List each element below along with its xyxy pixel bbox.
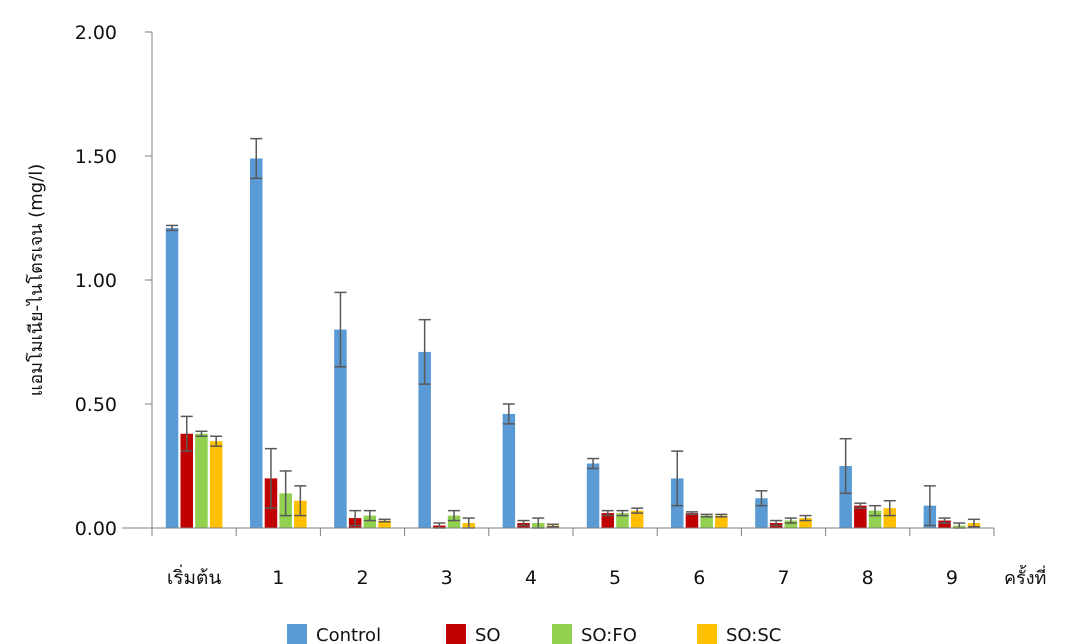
bar-so-fo	[195, 433, 208, 528]
x-tick-label: 9	[946, 567, 958, 589]
bar-so-fo	[616, 513, 629, 528]
bar-so	[938, 520, 951, 528]
x-tick-label: 5	[609, 567, 621, 589]
legend-swatch	[287, 624, 307, 644]
bar-so-fo	[363, 515, 377, 528]
x-tick-label: 8	[862, 567, 874, 589]
bar-so-fo	[784, 520, 798, 528]
bar-so-sc	[715, 515, 728, 528]
y-axis-ticks: 0.00 0.50 1.00 1.50 2.00	[75, 22, 152, 540]
x-tick-label: 1	[272, 567, 284, 589]
x-axis-ticks: เริ่มต้น 1 2 3 4 5 6 7 8 9	[151, 528, 995, 589]
x-tick-label: เริ่มต้น	[167, 564, 222, 589]
error-bars	[166, 137, 980, 529]
bars	[165, 158, 981, 529]
x-tick-label: 4	[525, 567, 537, 589]
bar-control	[418, 351, 431, 528]
legend-swatch	[446, 624, 466, 644]
x-tick-label: 3	[441, 567, 453, 589]
x-axis-title: ครั้งที่	[1004, 565, 1046, 589]
bar-control	[586, 463, 600, 528]
axes	[122, 32, 994, 529]
legend-label: SO	[475, 625, 501, 644]
legend: Control SO SO:FO SO:SC	[287, 624, 781, 644]
bar-so-sc	[799, 518, 812, 528]
bar-control	[165, 227, 179, 529]
y-tick-label: 0.00	[75, 518, 117, 540]
legend-label: Control	[316, 625, 381, 644]
legend-swatch	[697, 624, 717, 644]
bar-so	[180, 433, 193, 528]
bar-control	[250, 158, 263, 529]
legend-label: SO:FO	[581, 625, 637, 644]
legend-label: SO:SC	[726, 625, 781, 644]
bar-control	[839, 466, 852, 528]
y-tick-label: 2.00	[75, 22, 117, 44]
bar-so	[601, 513, 614, 528]
bar-so-sc	[883, 508, 896, 528]
bar-so-sc	[378, 520, 391, 528]
x-tick-label: 2	[356, 567, 368, 589]
bar-so-sc	[630, 510, 644, 528]
bar-so	[854, 505, 867, 528]
bar-so-fo	[700, 515, 713, 528]
bar-so-fo	[447, 515, 461, 528]
x-tick-label: 6	[693, 567, 705, 589]
x-tick-label: 7	[777, 567, 789, 589]
legend-swatch	[552, 624, 572, 644]
bar-control	[502, 413, 516, 528]
y-tick-label: 1.50	[75, 146, 117, 168]
y-tick-label: 0.50	[75, 394, 117, 416]
y-tick-label: 1.00	[75, 270, 117, 292]
y-axis-title: แอมโมเนีย-ไนโตรเจน (mg/l)	[25, 164, 47, 397]
bar-control	[334, 329, 347, 528]
bar-so-sc	[209, 441, 223, 528]
bar-so	[685, 513, 699, 528]
